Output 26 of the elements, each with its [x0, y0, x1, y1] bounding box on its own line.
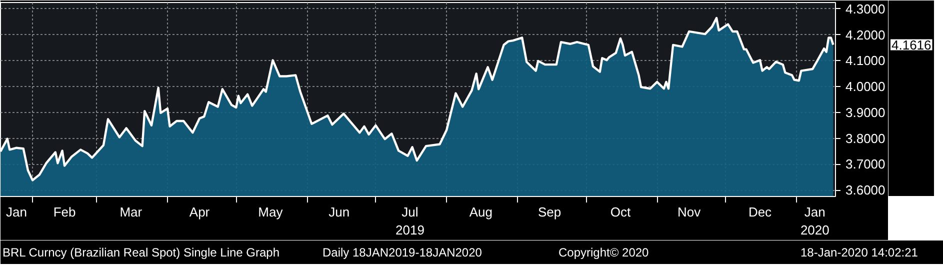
x-tick-label: Jun — [328, 204, 350, 220]
x-tick-label: Feb — [53, 204, 76, 220]
y-tick-label: 3.6000 — [846, 182, 886, 198]
y-tick-label: 3.7000 — [846, 156, 886, 172]
x-tick-label: Sep — [538, 204, 562, 220]
x-tick-label: Oct — [610, 204, 631, 220]
y-tick-label: 4.1000 — [846, 53, 886, 68]
y-tick-label: 4.3000 — [846, 1, 886, 16]
x-tick-label: Apr — [189, 204, 210, 220]
y-tick-label: 4.0000 — [846, 79, 886, 94]
x-tick-label: Jul 2019 — [396, 204, 424, 238]
y-tick-label: 3.8000 — [846, 130, 886, 146]
text: Copyright© 2020 — [558, 246, 650, 260]
x-tick-label: Jan 2020 — [800, 204, 830, 238]
text: Daily 18JAN2019-18JAN2020 — [322, 246, 482, 260]
text: BRL Curncy (Brazilian Real Spot) Single Line Graph — [2, 246, 280, 260]
text: 18-Jan-2020 14:02:21 — [800, 246, 918, 260]
y-tick-label: 4.2000 — [846, 27, 886, 42]
text: 4.1616 — [892, 37, 932, 52]
y-tick-label: 3.9000 — [846, 104, 886, 120]
x-tick-label: Jan — [6, 204, 27, 220]
x-tick-label: Nov — [678, 204, 702, 220]
x-tick-label: May — [258, 204, 284, 220]
x-tick-label: Mar — [120, 204, 143, 220]
x-tick-label: Dec — [748, 204, 772, 220]
x-tick-label: Aug — [469, 204, 492, 220]
